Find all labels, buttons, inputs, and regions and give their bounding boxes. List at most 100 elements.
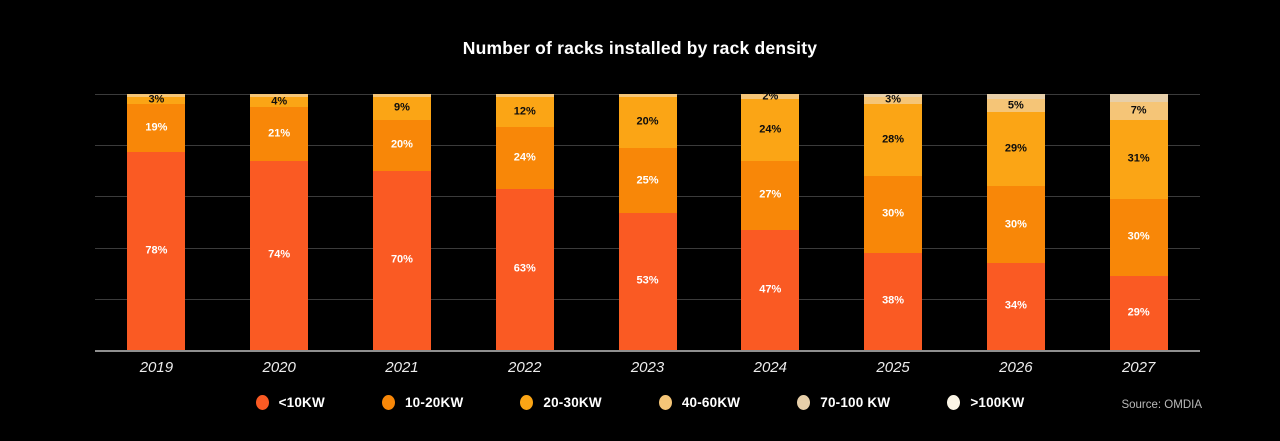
legend-item-label: 10-20KW [404,395,464,410]
bar-segment-<10KW-2027: 29% [1109,275,1168,350]
bar-segment-70-100 KW-2026 [986,94,1045,100]
bar-segment-<10KW-2022: 63% [495,188,554,350]
bar-segment-40-60KW-2025: 3% [864,93,923,106]
bar-segment-70-100 KW-2025 [864,94,923,97]
legend-item-<10KW: <10KW [255,395,325,410]
segment-value-label: 30% [882,207,905,220]
bar-segment-20-30KW-2021: 9% [372,96,431,120]
legend-item-70-100 KW: 70-100 KW [797,395,890,410]
bar-2022: 63% 24% 12% [495,94,554,350]
bar-cell-2020: 74% 21% 4% [218,94,341,350]
bar-segment-40-60KW-2024: 2% [741,90,800,103]
bar-cell-2019: 78% 19% 3% [95,94,218,350]
segment-value-label: 30% [1127,230,1150,243]
segment-value-label: 25% [636,174,659,187]
bar-cell-2022: 63% 24% 12% [463,94,586,350]
bar-segment-40-60KW-2020 [250,94,309,97]
legend-item-label: >100KW [970,395,1025,410]
x-label-2023: 2023 [630,359,665,376]
segment-value-label: 28% [882,133,905,146]
legend-item-label: 20-30KW [543,395,602,410]
source-label: Source: OMDIA [1121,399,1202,411]
segment-value-label: 27% [759,188,782,201]
segment-value-label: 12% [513,105,536,118]
bar-segment-<10KW-2021: 70% [372,170,431,350]
bar-segment-<10KW-2019: 78% [127,152,186,350]
segment-value-label: 63% [513,262,536,275]
bar-2026: 34% 30% 29% 5% [986,94,1045,350]
legend-dot-icon [658,395,672,410]
bar-segment-20-30KW-2024: 24% [741,99,800,161]
x-label-2021: 2021 [385,359,419,376]
legend-dot-icon [797,395,811,410]
segment-value-label: 38% [882,294,905,307]
bar-segment-10-20KW-2027: 30% [1109,198,1168,276]
bar-segment-10-20KW-2022: 24% [495,127,554,189]
legend-item-10-20KW: 10-20KW [381,395,464,410]
x-label-2019: 2019 [139,359,174,376]
bar-segment-20-30KW-2022: 12% [495,96,554,128]
segment-value-label: 5% [1007,99,1024,112]
legend-item-20-30KW: 20-30KW [520,395,602,410]
bar-2020: 74% 21% 4% [250,94,309,350]
bar-segment-10-20KW-2023: 25% [618,148,677,213]
bar-segment-<10KW-2025: 38% [864,252,923,350]
segment-value-label: 29% [1004,142,1027,155]
bar-segment-<10KW-2020: 74% [250,160,309,350]
segment-value-label: 30% [1004,218,1027,231]
bar-segment-20-30KW-2025: 28% [864,104,923,176]
legend-dot-icon [947,395,961,410]
bar-2019: 78% 19% 3% [127,94,186,350]
segment-value-label: 24% [759,123,782,136]
bar-segment-40-60KW-2027: 7% [1109,101,1168,120]
x-label-2024: 2024 [753,359,787,376]
bar-segment-40-60KW-2023 [618,94,677,97]
legend-item->100KW: >100KW [947,395,1024,410]
bar-segment-40-60KW-2026: 5% [986,99,1045,112]
bar-2025: 38% 30% 28% 3% [864,93,923,350]
bars-container: 78% 19% 3% 74% 21% 4% 70% 20% 9% 63% 24% 12% 53% 25% 2… [95,90,1200,350]
segment-value-label: 20% [390,138,413,151]
bar-segment-70-100 KW-2027 [1109,94,1168,102]
bar-2024: 47% 27% 24% 2% [741,90,800,350]
bar-segment-20-30KW-2027: 31% [1109,119,1168,199]
legend: <10KW 10-20KW 20-30KW 40-60KW 70-100 KW >100K… [0,395,1280,410]
segment-value-label: 20% [636,115,659,128]
segment-value-label: 53% [636,274,659,287]
legend-dot-icon [255,395,269,410]
bar-segment-20-30KW-2026: 29% [986,111,1045,187]
segment-value-label: 2% [762,90,779,103]
bar-segment-40-60KW-2022 [495,94,554,97]
bar-cell-2025: 38% 30% 28% 3% [832,94,955,350]
segment-value-label: 78% [145,244,168,257]
segment-value-label: 47% [759,283,782,296]
bar-segment-10-20KW-2021: 20% [372,119,431,171]
x-axis: 2019 2020 2021 2022 2023 2024 2025 2026 2027 [95,359,1200,376]
bar-2021: 70% 20% 9% [372,94,431,350]
bar-segment-10-20KW-2025: 30% [864,175,923,253]
bar-2023: 53% 25% 20% [618,94,677,350]
segment-value-label: 9% [394,101,410,114]
legend-item-label: 40-60KW [681,395,741,410]
chart-title: Number of racks installed by rack densit… [462,38,818,58]
bar-segment-10-20KW-2020: 21% [250,106,309,161]
segment-value-label: 19% [145,121,168,134]
x-label-2025: 2025 [876,359,910,376]
segment-value-label: 3% [885,93,902,106]
bar-segment-<10KW-2026: 34% [986,262,1045,350]
legend-dot-icon [520,395,534,410]
segment-value-label: 7% [1130,104,1147,117]
bar-segment-10-20KW-2024: 27% [741,160,800,230]
bar-2027: 29% 30% 31% 7% [1109,94,1168,350]
x-label-2020: 2020 [262,359,296,376]
bar-segment-10-20KW-2019: 19% [127,104,186,153]
x-label-2026: 2026 [999,359,1033,376]
segment-value-label: 21% [268,127,291,140]
legend-item-40-60KW: 40-60KW [658,395,741,410]
bar-segment-10-20KW-2026: 30% [986,186,1045,263]
bar-cell-2023: 53% 25% 20% [586,94,709,350]
bar-cell-2024: 47% 27% 24% 2% [709,90,832,350]
segment-value-label: 4% [271,95,288,108]
segment-value-label: 34% [1004,299,1027,312]
bar-cell-2021: 70% 20% 9% [341,94,464,350]
